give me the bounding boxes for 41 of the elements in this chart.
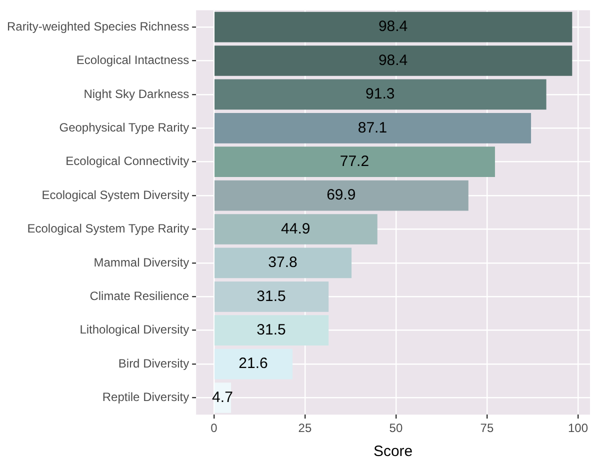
data-label: 31.5 — [256, 288, 286, 305]
x-tick-label: 100 — [568, 421, 588, 436]
bar — [214, 315, 329, 346]
data-label: 77.2 — [340, 152, 370, 170]
bar — [214, 281, 329, 312]
bar — [214, 146, 495, 178]
data-label: 44.9 — [281, 220, 310, 238]
data-label: 4.7 — [212, 388, 233, 406]
x-tick-label: 0 — [210, 421, 218, 436]
y-tick-label: Geophysical Type Rarity — [59, 120, 190, 134]
y-tick-label: Ecological System Diversity — [42, 188, 190, 202]
y-tick-label: Mammal Diversity — [94, 255, 190, 270]
bar — [214, 180, 468, 211]
bar — [214, 79, 546, 110]
data-label: 21.6 — [238, 355, 268, 372]
y-tick-label: Reptile Diversity — [102, 390, 190, 404]
y-tick-label: Bird Diversity — [118, 356, 190, 370]
y-tick-label: Ecological Intactness — [76, 53, 190, 68]
bar — [214, 12, 572, 42]
bar — [214, 112, 532, 144]
x-tick-label: 75 — [480, 421, 494, 436]
x-tick-label: 25 — [298, 421, 312, 436]
y-tick-label: Night Sky Darkness — [84, 86, 190, 101]
y-tick-label: Climate Resilience — [90, 288, 190, 303]
y-tick-label: Ecological System Type Rarity — [27, 222, 190, 236]
y-tick-label: Lithological Diversity — [80, 322, 190, 337]
bar — [214, 248, 352, 278]
data-label: 98.4 — [378, 52, 408, 69]
y-tick-label: Rarity-weighted Species Richness — [6, 19, 190, 34]
data-label: 31.5 — [256, 321, 286, 338]
data-label: 37.8 — [268, 254, 298, 272]
data-label: 98.4 — [378, 18, 408, 36]
x-tick-label: 50 — [389, 421, 403, 436]
data-label: 91.3 — [366, 86, 395, 103]
bar — [214, 348, 293, 380]
y-tick-label: Ecological Connectivity — [66, 154, 190, 168]
bar — [214, 214, 378, 244]
data-label: 87.1 — [358, 119, 388, 136]
x-axis-title: Score — [373, 443, 413, 460]
data-label: 69.9 — [326, 186, 356, 204]
bar — [214, 46, 572, 76]
